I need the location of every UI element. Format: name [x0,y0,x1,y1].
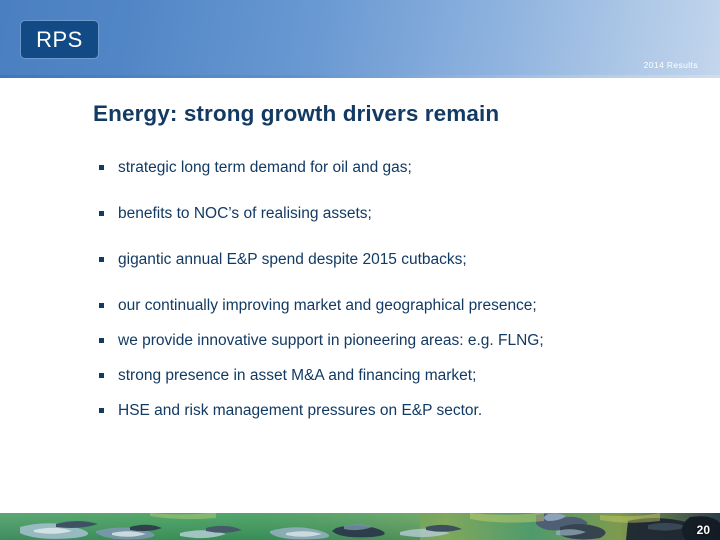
list-item: strong presence in asset M&A and financi… [97,366,697,385]
footer-image-strip: 20 [0,513,720,540]
bullet-list: strategic long term demand for oil and g… [97,158,697,420]
list-item-label: HSE and risk management pressures on E&P… [118,402,483,419]
list-item-label: strong presence in asset M&A and financi… [118,367,477,384]
rps-logo: RPS [21,21,98,58]
footer-landscape-graphic [0,513,720,540]
page-title: Energy: strong growth drivers remain [93,101,500,126]
square-bullet-icon [99,373,104,378]
list-item-label: gigantic annual E&P spend despite 2015 c… [118,251,467,268]
list-item-label: our continually improving market and geo… [118,297,537,314]
list-item: gigantic annual E&P spend despite 2015 c… [97,250,697,269]
list-item-label: strategic long term demand for oil and g… [118,159,412,176]
list-item: our continually improving market and geo… [97,296,697,315]
square-bullet-icon [99,408,104,413]
rps-logo-text: RPS [36,27,83,52]
list-item: HSE and risk management pressures on E&P… [97,401,697,420]
square-bullet-icon [99,338,104,343]
list-item-label: we provide innovative support in pioneer… [118,332,544,349]
deck-label: 2014 Results [643,60,698,70]
page-number: 20 [696,523,710,537]
square-bullet-icon [99,257,104,262]
list-item-label: benefits to NOC’s of realising assets; [118,205,372,222]
list-item: strategic long term demand for oil and g… [97,158,697,177]
list-item: benefits to NOC’s of realising assets; [97,204,697,223]
square-bullet-icon [99,211,104,216]
header-band: RPS 2014 Results [0,0,720,78]
square-bullet-icon [99,303,104,308]
list-item: we provide innovative support in pioneer… [97,331,697,350]
square-bullet-icon [99,165,104,170]
